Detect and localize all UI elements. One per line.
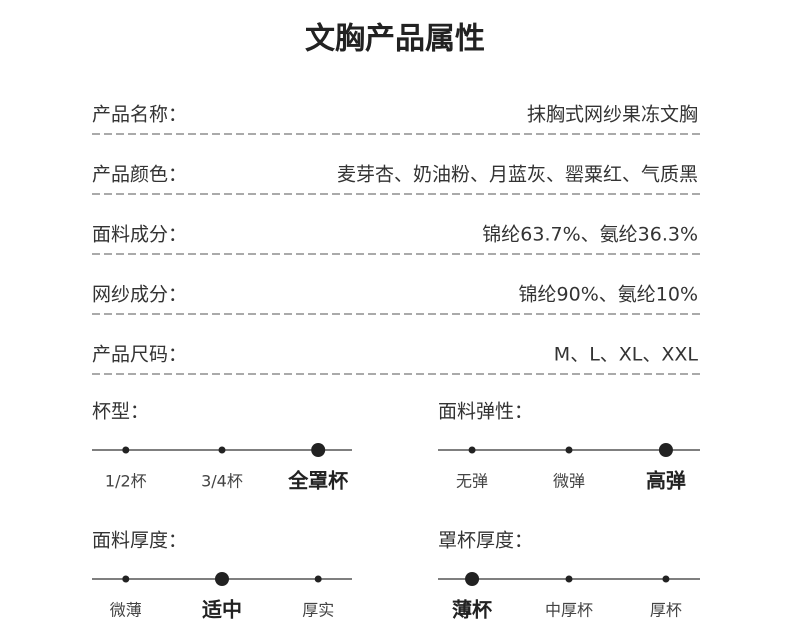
scale-dot-selected: [658, 443, 673, 457]
scale-dot: [122, 575, 130, 583]
attribute-value: 锦纶63.7%、氨纶36.3%: [482, 224, 698, 246]
attribute-label: 网纱成分：: [92, 284, 187, 306]
attribute-value: 麦芽杏、奶油粉、月蓝灰、罂粟红、气质黑: [337, 164, 698, 186]
scale-option: 微弹: [553, 472, 585, 491]
scale-label: 罩杯厚度：: [438, 530, 533, 552]
scale-option: 无弹: [456, 472, 488, 491]
scale-option: 3/4杯: [201, 472, 243, 491]
scale-dot-selected: [465, 572, 480, 586]
scale-dot: [565, 446, 573, 454]
attribute-label: 面料成分：: [92, 224, 187, 246]
scale-option: 全罩杯: [287, 469, 348, 493]
scale-dot: [468, 446, 476, 454]
scale-label: 杯型：: [92, 401, 149, 423]
scale-dot: [314, 575, 322, 583]
scale-option: 微薄: [110, 601, 142, 620]
scale-option: 薄杯: [452, 598, 492, 622]
attribute-value: M、L、XL、XXL: [554, 344, 699, 366]
attribute-label: 产品颜色：: [92, 164, 187, 186]
scale-option: 中厚杯: [545, 601, 593, 620]
scale-label: 面料弹性：: [438, 401, 533, 423]
scale-option: 适中: [202, 598, 242, 622]
scale-dot: [218, 446, 226, 454]
scale-dot: [122, 446, 130, 454]
attribute-label: 产品名称：: [92, 104, 187, 126]
page-title: 文胸产品属性: [305, 22, 485, 57]
scale-label: 面料厚度：: [92, 530, 187, 552]
scale-dot-selected: [311, 443, 326, 457]
scale-option: 高弹: [646, 469, 686, 493]
attribute-value: 锦纶90%、氨纶10%: [519, 284, 698, 306]
scale-option: 厚杯: [650, 601, 682, 620]
scale-option: 厚实: [302, 601, 334, 620]
scale-dot: [662, 575, 670, 583]
attribute-label: 产品尺码：: [92, 344, 187, 366]
scale-dot-selected: [215, 572, 229, 586]
attribute-value: 抹胸式网纱果冻文胸: [527, 104, 698, 126]
scale-option: 1/2杯: [105, 472, 147, 491]
scale-dot: [565, 575, 573, 583]
